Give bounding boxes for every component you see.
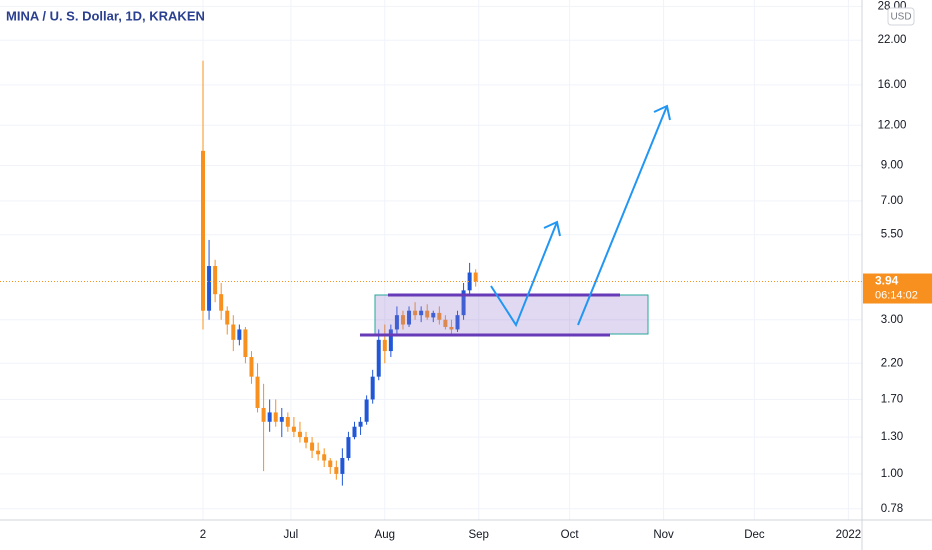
- candle-body: [352, 426, 357, 438]
- x-tick-label: Jul: [284, 529, 299, 541]
- y-tick-label: 5.50: [881, 229, 903, 241]
- countdown-label: 06:14:02: [875, 289, 918, 301]
- candle-body: [340, 458, 345, 474]
- y-tick-label: 22.00: [878, 34, 907, 46]
- x-tick-label: 2: [200, 529, 206, 541]
- candle-body: [346, 437, 351, 459]
- candle-body: [364, 399, 369, 422]
- y-tick-label: 1.00: [881, 468, 903, 480]
- candle-body: [322, 454, 327, 461]
- y-tick-label: 2.20: [881, 357, 903, 369]
- y-tick-label: 16.00: [878, 79, 907, 91]
- candle-body: [358, 421, 363, 427]
- candle-body: [243, 329, 248, 358]
- candle-body: [370, 376, 375, 400]
- y-tick-label: 7.00: [881, 195, 903, 207]
- candle-body: [213, 266, 218, 295]
- currency-box[interactable]: [887, 7, 915, 26]
- candle-body: [207, 266, 212, 311]
- zone-rectangle: [374, 294, 649, 335]
- x-tick-label: 2022: [836, 529, 862, 541]
- candles: [201, 60, 478, 486]
- candle-body: [413, 310, 418, 316]
- y-tick-label: 1.30: [881, 431, 903, 443]
- corner-box: [868, 534, 928, 548]
- currency-label[interactable]: USD: [890, 12, 911, 23]
- candle-body: [467, 272, 472, 291]
- y-tick-label: 12.00: [878, 119, 907, 131]
- candle-body: [310, 442, 315, 451]
- arrow-head: [543, 220, 561, 237]
- candle-body: [328, 460, 333, 468]
- candle-body: [425, 310, 430, 318]
- candle-body: [400, 315, 405, 325]
- candle-body: [219, 294, 224, 311]
- candle-body: [261, 407, 266, 422]
- candle-body: [443, 319, 448, 327]
- x-tick-label: Dec: [744, 529, 765, 541]
- candle-body: [304, 437, 309, 443]
- x-tick-label: Oct: [561, 529, 580, 541]
- projection-arrow: [577, 105, 668, 326]
- drawings: [360, 104, 671, 337]
- candle-body: [473, 272, 478, 282]
- candle-body: [382, 339, 387, 352]
- candle-body: [201, 150, 206, 311]
- candle-body: [461, 290, 466, 316]
- candle-body: [255, 376, 260, 408]
- candle-body: [273, 412, 278, 422]
- projection-arrow: [490, 221, 558, 328]
- arrow-head: [653, 104, 671, 121]
- candle-body: [419, 310, 424, 316]
- candle-body: [297, 431, 302, 438]
- x-tick-label: Sep: [468, 529, 488, 541]
- candle-body: [316, 450, 321, 455]
- candle-body: [225, 310, 230, 325]
- candle-body: [388, 329, 393, 352]
- candle-body: [431, 312, 436, 318]
- candle-body: [285, 417, 290, 427]
- candle-body: [237, 329, 242, 340]
- y-tick-label: 1.70: [881, 393, 903, 405]
- candle-body: [249, 357, 254, 377]
- last-price-label: 3.94: [875, 274, 899, 288]
- candle-body: [231, 324, 236, 340]
- candle-body: [437, 312, 442, 320]
- chart-title: MINA / U. S. Dollar, 1D, KRAKEN: [6, 8, 205, 23]
- x-tick-label: Nov: [653, 529, 674, 541]
- candle-body: [267, 412, 272, 422]
- x-tick-label: Aug: [375, 529, 395, 541]
- candle-body: [376, 339, 381, 377]
- last-price-box: [863, 273, 932, 304]
- candle-body: [279, 417, 284, 422]
- candle-body: [407, 310, 412, 325]
- grid: [0, 0, 862, 520]
- y-tick-label: 9.00: [881, 160, 903, 172]
- candle-body: [394, 315, 399, 330]
- candle-body: [334, 467, 339, 474]
- y-tick-label: 0.78: [881, 503, 903, 515]
- candle-body: [455, 315, 460, 330]
- y-tick-label: 3.00: [881, 314, 903, 326]
- candle-body: [449, 326, 454, 330]
- candle-body: [291, 426, 296, 432]
